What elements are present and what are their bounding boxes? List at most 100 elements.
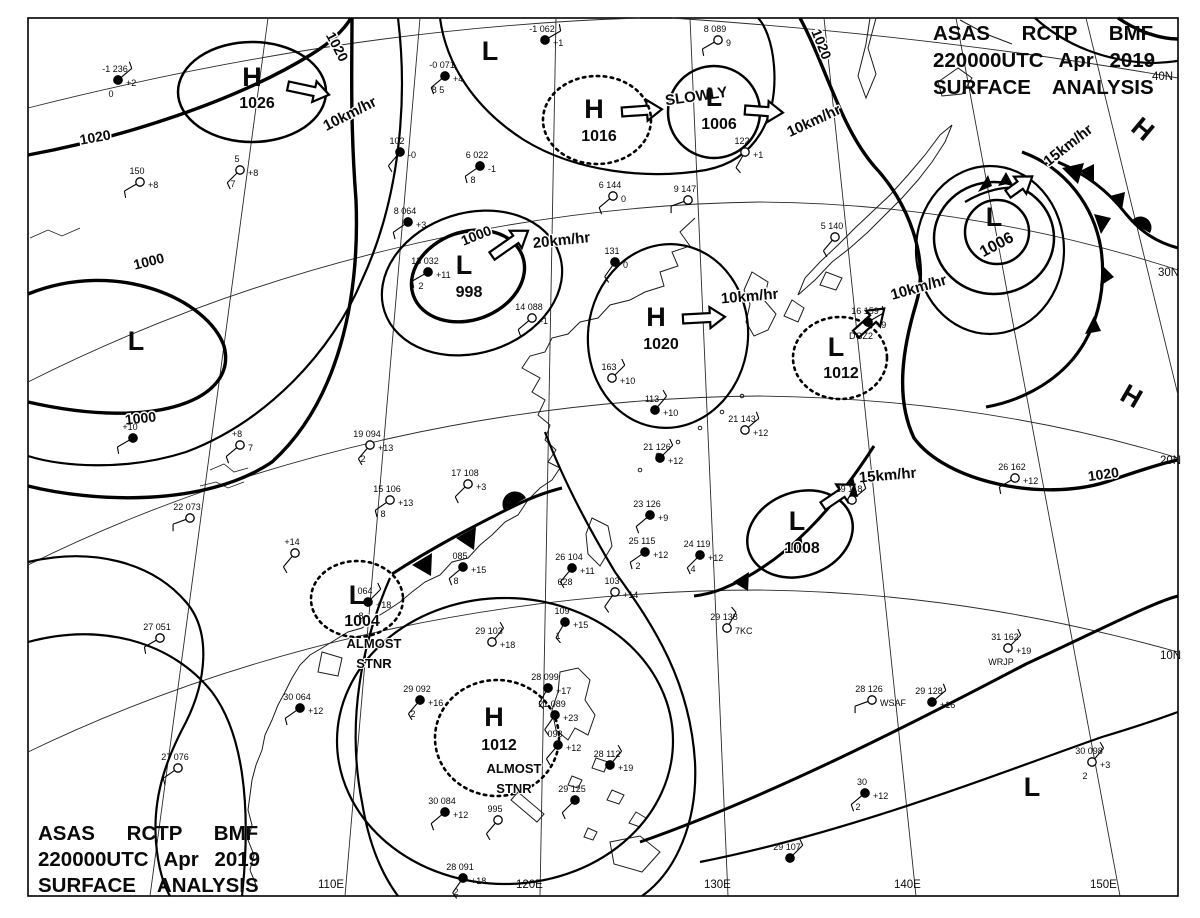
- pressure-center-value: 1006: [977, 229, 1016, 261]
- station-circle: [860, 788, 870, 798]
- movement-note-label: ALMOST: [347, 636, 402, 651]
- isobar-outer-ring-998-low: [380, 209, 564, 357]
- station-circle: [113, 75, 123, 85]
- wind-barb-tick: [430, 87, 435, 95]
- wind-barb: [226, 172, 238, 184]
- station-circle: [290, 548, 300, 558]
- wind-barb-tick: [411, 280, 415, 288]
- station-data-text: +16: [940, 700, 955, 710]
- station-circle: [553, 740, 563, 750]
- chart-title-line2: 220000UTC Apr 2019: [933, 49, 1155, 72]
- isobar-ring1-low-1006-east: [963, 198, 1031, 266]
- high-center-symbol: H: [1126, 111, 1160, 147]
- station-data-text: 29 103: [475, 626, 503, 636]
- isobar-value-label: 1000: [124, 408, 157, 427]
- wind-barb: [614, 364, 626, 376]
- station-circle: [863, 317, 873, 327]
- pressure-ring-dashed: [433, 678, 561, 798]
- wind-barb: [1010, 634, 1022, 646]
- wind-barb: [561, 802, 573, 814]
- wind-barb: [283, 555, 293, 568]
- wind-barb-tick: [387, 165, 393, 173]
- isobar-southeast-wave-2: [699, 710, 1179, 864]
- movement-arrow-icon: [620, 97, 664, 123]
- isobar-northeast-corner: [1034, 17, 1179, 65]
- low-center-symbol: L: [1024, 772, 1041, 802]
- coast-asia-mainland: [247, 217, 696, 886]
- coast-japan-honshu: [797, 124, 953, 296]
- station-circle: [847, 495, 857, 505]
- low-center-symbol: L: [789, 506, 806, 536]
- station-circle: [655, 453, 665, 463]
- cold-front-triangle: [1110, 192, 1125, 210]
- station-data-text: +1: [753, 150, 763, 160]
- cold-front-triangle: [1085, 316, 1101, 334]
- station-data-text: +8: [148, 180, 158, 190]
- movement-speed-label: 10km/hr: [320, 93, 379, 134]
- wind-barb: [850, 795, 863, 805]
- station-data-text: 28 099: [531, 672, 559, 682]
- station-circle: [487, 637, 497, 647]
- station-data-text: +3: [416, 220, 426, 230]
- station-data-text: +15: [573, 620, 588, 630]
- station-data-text: WRJP: [988, 657, 1014, 667]
- station-data-text: 8 064: [394, 206, 417, 216]
- meridian-160e: [1085, 17, 1179, 396]
- parallel-20n: [27, 395, 1179, 566]
- wind-barb: [735, 155, 744, 168]
- coast-mindanao: [609, 835, 661, 873]
- station-data-text: 27 051: [143, 622, 171, 632]
- wind-barb: [604, 265, 614, 278]
- station-circle: [610, 257, 620, 267]
- station-data-text: 2: [453, 887, 458, 897]
- station-circle: [867, 695, 877, 705]
- station-data-text: 0: [623, 260, 628, 270]
- station-data-text: 29 118: [836, 484, 863, 494]
- station-data-text: 25 115: [629, 536, 656, 546]
- station-data-text: +2: [126, 78, 136, 88]
- high-center-symbol: H: [584, 94, 604, 124]
- isobar-top-center-loop: [438, 17, 776, 176]
- wind-barb-tick: [407, 713, 413, 721]
- movement-note-label: STNR: [496, 781, 532, 796]
- station-data-text: 14 088: [515, 302, 543, 312]
- station-circle: [830, 232, 840, 242]
- station-data-text: +12: [873, 791, 888, 801]
- wind-barb-tick: [686, 567, 691, 575]
- station-data-text: 8 089: [704, 24, 727, 34]
- wind-barb: [370, 588, 382, 600]
- meridian-120e: [539, 17, 557, 897]
- wind-barb: [854, 488, 867, 498]
- wind-barb-tick: [116, 446, 120, 454]
- station-data-text: 22 073: [173, 502, 201, 512]
- station-data-text: +9: [658, 513, 668, 523]
- station-circle: [235, 440, 245, 450]
- wind-barb: [124, 183, 137, 192]
- wind-barb-tick: [499, 621, 505, 629]
- station-circle: [927, 697, 937, 707]
- station-circle: [640, 547, 650, 557]
- cold-front-triangle: [1100, 266, 1114, 286]
- station-data-text: 8: [380, 509, 385, 519]
- coast-korea: [743, 271, 777, 337]
- front-trailing-line: [985, 358, 1075, 409]
- latitude-label: 10N: [1160, 650, 1181, 662]
- isobar-west-of-philippines: [354, 577, 399, 897]
- wind-barb-tick: [604, 606, 610, 613]
- isobar-1000-west-low: [27, 278, 228, 415]
- isobar-west-mid: [27, 17, 404, 467]
- coast-ryukyu-island: [719, 409, 725, 415]
- station-data-text: 113: [645, 394, 659, 404]
- station-data-text: 103: [604, 576, 619, 586]
- station-data-text: +12: [668, 456, 683, 466]
- meridian-110e: [344, 17, 421, 897]
- station-circle: [567, 563, 577, 573]
- pressure-center-value: 1012: [823, 365, 859, 382]
- wind-barb: [486, 822, 496, 835]
- station-data-text: 31 162: [991, 632, 1019, 642]
- wind-barb-tick: [559, 581, 565, 589]
- wind-barb: [560, 570, 570, 583]
- wind-barb-tick: [454, 496, 459, 504]
- wind-barb: [412, 273, 425, 282]
- station-data-text: +19: [1016, 646, 1031, 656]
